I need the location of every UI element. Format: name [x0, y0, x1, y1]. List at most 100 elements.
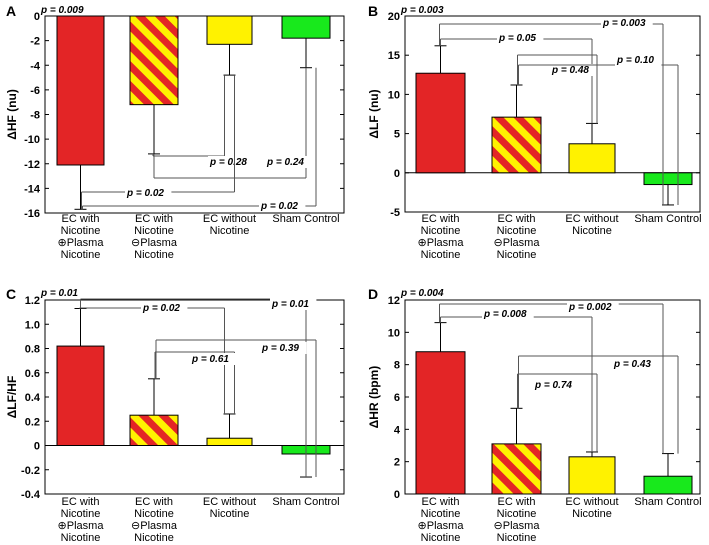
y-axis-label: ΔLF (nu) [367, 89, 381, 138]
comparison-1-p-value: p = 0.003 [602, 18, 646, 29]
category-label-1: Nicotine [61, 225, 101, 237]
y-tick-label: -4 [30, 60, 41, 72]
category-label-4: Sham Control [634, 496, 701, 508]
category-label-3: Nicotine [210, 508, 250, 520]
comparison-4-label-bg [612, 358, 659, 370]
y-tick-label: 1.0 [25, 319, 40, 331]
y-axis-label: ΔLF/HF [5, 376, 19, 419]
category-label-2: Nicotine [134, 508, 174, 520]
comparison-2-label-bg [270, 298, 317, 310]
bar-1 [56, 345, 105, 447]
category-label-1: ⊕Plasma [58, 237, 105, 249]
overall-p-value: p = 0.003 [400, 5, 444, 16]
comparison-3-p-value: p = 0.74 [534, 380, 572, 391]
bar-4 [281, 15, 331, 39]
category-label-4: Sham Control [272, 213, 339, 225]
bar-4 [643, 172, 693, 186]
y-axis-label: ΔHF (nu) [5, 89, 19, 140]
category-label-3: Nicotine [572, 225, 612, 237]
y-tick-label: -8 [30, 110, 40, 122]
y-tick-label: 0 [34, 441, 40, 453]
y-tick-label: 10 [388, 89, 400, 101]
comparison-4-p-value: p = 0.02 [260, 201, 298, 212]
category-label-2: Nicotine [134, 249, 174, 261]
y-tick-label: 0.2 [25, 416, 40, 428]
comparison-3-p-value: p = 0.02 [126, 188, 164, 199]
category-label-2: ⊖Plasma [494, 237, 541, 249]
category-label-1: EC with [62, 213, 100, 225]
y-tick-label: 2 [394, 457, 400, 469]
category-label-1: Nicotine [421, 249, 461, 261]
comparison-1-label-bg [208, 156, 255, 168]
comparison-4-p-value: p = 0.10 [616, 55, 654, 66]
category-label-2: ⊖Plasma [131, 520, 178, 532]
comparison-2-label-bg [265, 156, 312, 168]
category-label-1: EC with [422, 496, 460, 508]
comparison-3-p-value: p = 0.61 [191, 354, 229, 365]
y-tick-label: -14 [24, 183, 41, 195]
comparison-3-label-bg [190, 353, 237, 365]
comparison-3-label-bg [550, 64, 597, 76]
category-label-2: Nicotine [497, 225, 537, 237]
y-tick-label: -5 [390, 207, 400, 219]
category-label-2: Nicotine [134, 532, 174, 544]
comparison-1-p-value: p = 0.002 [568, 302, 612, 313]
comparison-3-p-value: p = 0.48 [551, 65, 589, 76]
plot-frame [404, 15, 701, 213]
comparison-4-p-value: p = 0.39 [261, 343, 299, 354]
bar-2 [129, 414, 179, 446]
y-tick-label: 12 [388, 295, 400, 307]
comparison-1-label-bg [601, 17, 653, 29]
category-label-1: Nicotine [61, 508, 101, 520]
category-label-3: Nicotine [572, 508, 612, 520]
comparison-3-label-bg [533, 379, 580, 391]
bar-2 [491, 443, 542, 495]
y-tick-label: -12 [24, 159, 40, 171]
overall-p-value: p = 0.009 [40, 5, 84, 16]
category-label-3: EC without [565, 213, 618, 225]
category-label-1: ⊕Plasma [418, 237, 465, 249]
y-tick-label: 6 [394, 392, 400, 404]
category-label-2: Nicotine [497, 532, 537, 544]
bar-2 [129, 15, 179, 106]
category-label-1: Nicotine [421, 532, 461, 544]
y-tick-label: -0.4 [21, 489, 41, 501]
y-tick-label: 20 [388, 11, 400, 23]
category-label-2: Nicotine [497, 508, 537, 520]
y-tick-label: 0 [34, 11, 40, 23]
y-tick-label: 0.4 [25, 392, 41, 404]
y-tick-label: 4 [394, 424, 401, 436]
overall-p-value: p = 0.01 [40, 288, 78, 299]
comparison-2-p-value: p = 0.008 [483, 309, 527, 320]
comparison-2-p-value: p = 0.24 [266, 157, 304, 168]
category-label-1: Nicotine [61, 249, 101, 261]
category-label-2: ⊖Plasma [494, 520, 541, 532]
y-tick-label: 0 [394, 489, 400, 501]
comparison-2-label-bg [482, 308, 534, 320]
comparison-1-label-bg [567, 301, 619, 313]
category-label-3: EC without [565, 496, 618, 508]
comparison-1-p-value: p = 0.28 [209, 157, 247, 168]
category-label-1: EC with [422, 213, 460, 225]
bar-2 [491, 116, 542, 174]
category-label-3: Nicotine [210, 225, 250, 237]
comparison-2-p-value: p = 0.01 [271, 299, 309, 310]
y-tick-label: 0.8 [25, 344, 40, 356]
category-label-1: Nicotine [61, 532, 101, 544]
y-tick-label: -10 [24, 134, 40, 146]
category-label-1: EC with [62, 496, 100, 508]
panel-label: A [6, 3, 16, 19]
comparison-1-p-value: p = 0.02 [142, 303, 180, 314]
bar-1 [415, 72, 466, 174]
overall-p-value: p = 0.004 [400, 288, 444, 299]
y-tick-label: -2 [30, 36, 40, 48]
category-label-2: Nicotine [497, 249, 537, 261]
y-tick-label: -0.2 [21, 465, 40, 477]
category-label-4: Sham Control [272, 496, 339, 508]
category-label-2: Nicotine [134, 225, 174, 237]
comparison-4-p-value: p = 0.43 [613, 359, 651, 370]
